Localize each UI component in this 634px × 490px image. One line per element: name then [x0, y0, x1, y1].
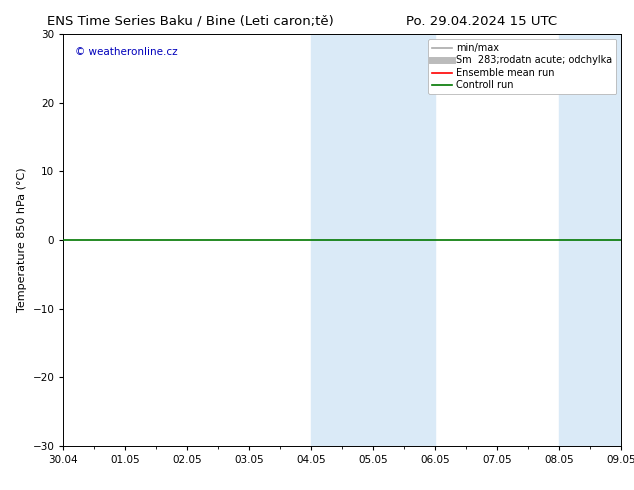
Bar — [559, 34, 621, 446]
Legend: min/max, Sm  283;rodatn acute; odchylka, Ensemble mean run, Controll run: min/max, Sm 283;rodatn acute; odchylka, … — [428, 39, 616, 94]
Bar — [311, 34, 436, 446]
Text: ENS Time Series Baku / Bine (Leti caron;tě): ENS Time Series Baku / Bine (Leti caron;… — [47, 15, 333, 28]
Text: © weatheronline.cz: © weatheronline.cz — [75, 47, 177, 57]
Text: Po. 29.04.2024 15 UTC: Po. 29.04.2024 15 UTC — [406, 15, 557, 28]
Y-axis label: Temperature 850 hPa (°C): Temperature 850 hPa (°C) — [17, 168, 27, 313]
